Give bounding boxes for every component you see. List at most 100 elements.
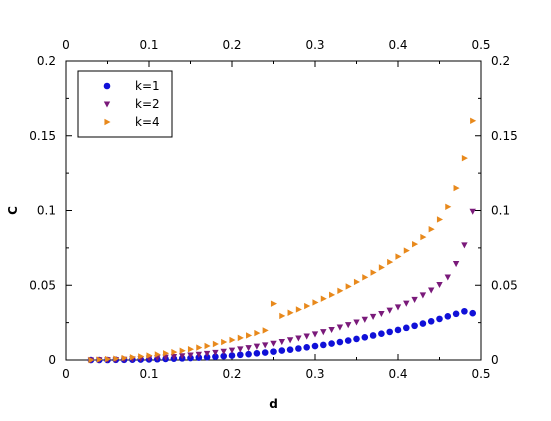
data-point (461, 154, 468, 162)
x-tick-label-top: 0 (62, 38, 70, 52)
data-point (203, 353, 211, 361)
data-point (253, 343, 261, 350)
data-point (386, 328, 394, 336)
data-point (445, 203, 452, 210)
data-point (461, 242, 468, 249)
data-point (387, 258, 394, 266)
data-point (270, 300, 278, 307)
data-point (270, 348, 277, 355)
y-tick-label-right: 0.15 (491, 129, 518, 143)
data-point (470, 117, 477, 124)
data-point (245, 345, 252, 352)
data-point (345, 283, 352, 290)
data-point (427, 317, 435, 325)
data-point (452, 261, 460, 268)
data-point (253, 349, 261, 357)
x-tick-label: 0.1 (139, 367, 158, 381)
data-point (212, 349, 219, 356)
data-point (328, 326, 335, 334)
data-point (121, 354, 128, 362)
data-point (237, 334, 244, 342)
data-point (336, 338, 344, 346)
y-tick-label: 0.05 (29, 278, 56, 292)
data-point (212, 340, 219, 348)
data-point (163, 350, 170, 357)
data-point (154, 351, 161, 358)
data-point (221, 338, 228, 346)
data-point (261, 349, 269, 356)
data-point (96, 356, 103, 363)
data-point (203, 350, 211, 357)
data-point (196, 344, 203, 351)
data-point (453, 184, 460, 192)
y-tick-label: 0.15 (29, 129, 56, 143)
x-tick-label-top: 0.5 (471, 38, 490, 52)
x-tick-label: 0.2 (222, 367, 241, 381)
y-tick-label: 0.2 (37, 54, 56, 68)
data-point (146, 352, 153, 359)
data-point (311, 342, 319, 350)
data-point (129, 354, 136, 361)
data-point (444, 274, 451, 281)
data-point (419, 292, 427, 299)
data-point (220, 352, 227, 360)
data-point (254, 329, 261, 337)
data-point (361, 316, 368, 323)
data-point (320, 341, 327, 349)
y-tick-label: 0 (48, 353, 56, 367)
data-point (436, 315, 443, 323)
data-point (369, 313, 377, 321)
data-point (345, 322, 352, 329)
data-point (428, 225, 435, 233)
data-point (204, 342, 211, 350)
y-tick-label-right: 0 (491, 353, 499, 367)
data-point (329, 291, 336, 299)
data-point (370, 269, 377, 276)
data-point (170, 354, 178, 361)
data-point (245, 350, 252, 358)
legend-label: k=2 (135, 97, 160, 111)
series-k-4 (88, 117, 477, 364)
legend-label: k=4 (135, 115, 160, 129)
data-point (469, 309, 477, 317)
data-point (386, 307, 393, 314)
data-point (344, 337, 352, 344)
data-point (295, 306, 302, 313)
data-point (411, 322, 418, 330)
data-point (312, 299, 319, 306)
data-point (461, 307, 468, 315)
data-point (187, 346, 195, 353)
y-tick-label-right: 0.2 (491, 54, 510, 68)
data-point (113, 355, 120, 362)
data-point (295, 335, 302, 342)
x-tick-label: 0 (62, 367, 70, 381)
data-point (187, 352, 194, 359)
data-point (278, 347, 286, 354)
data-point (295, 345, 302, 352)
data-point (278, 339, 285, 346)
y-tick-label: 0.1 (37, 204, 56, 218)
data-point (179, 347, 186, 354)
data-point (262, 342, 269, 349)
y-tick-label-right: 0.05 (491, 278, 518, 292)
x-tick-label: 0.4 (388, 367, 407, 381)
x-tick-label-top: 0.4 (388, 38, 407, 52)
data-point (444, 313, 452, 320)
legend-marker (104, 118, 111, 126)
data-point (303, 333, 310, 340)
data-point (220, 348, 227, 355)
data-point (179, 353, 186, 360)
data-point (378, 264, 385, 271)
legend-marker (103, 101, 111, 108)
data-point (403, 300, 410, 307)
data-point (378, 310, 385, 318)
data-point (279, 312, 286, 320)
data-point (353, 335, 360, 343)
data-point (270, 340, 277, 347)
data-point (304, 302, 311, 310)
data-point (469, 208, 476, 215)
x-tick-label-top: 0.1 (139, 38, 158, 52)
data-point (138, 353, 145, 360)
data-point (428, 287, 435, 294)
